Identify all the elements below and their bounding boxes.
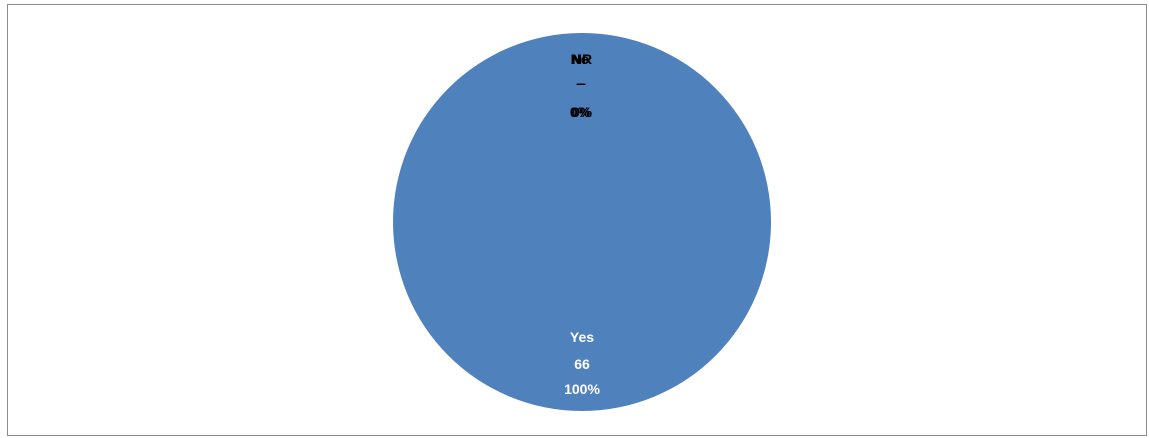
data-label-yes-value: 66 [574,356,590,372]
data-label-nr-percent: 0% [572,104,593,120]
data-label-no-value: – [576,75,584,91]
data-label-nr: NR – 0% [572,51,593,120]
data-label-nr-value: – [578,75,586,91]
data-label-no: No – 0% [570,51,591,120]
data-label-yes-category: Yes [570,329,594,345]
data-label-nr-category: NR [572,51,592,67]
pie-slice-yes [393,33,771,411]
pie-slices [393,33,771,411]
data-label-no-percent: 0% [570,104,591,120]
data-label-no-category: No [571,51,590,67]
data-label-yes-percent: 100% [564,381,600,397]
data-label-yes: Yes 66 100% [564,329,600,397]
